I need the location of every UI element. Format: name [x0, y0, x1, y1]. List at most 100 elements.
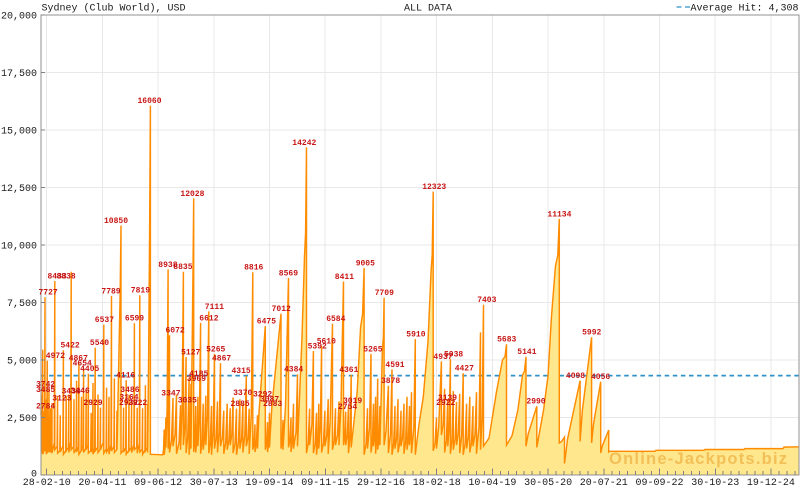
svg-text:5127: 5127 [181, 349, 200, 358]
svg-text:7819: 7819 [131, 287, 150, 296]
svg-text:10850: 10850 [104, 217, 128, 226]
svg-text:4867: 4867 [212, 355, 231, 364]
svg-text:ALL DATA: ALL DATA [404, 4, 452, 15]
svg-text:5422: 5422 [61, 342, 80, 351]
svg-text:6584: 6584 [326, 315, 345, 324]
svg-text:19-12-24: 19-12-24 [747, 478, 795, 489]
svg-text:3485: 3485 [36, 386, 55, 395]
svg-text:Sydney (Club World), USD: Sydney (Club World), USD [42, 3, 186, 15]
svg-text:20-07-21: 20-07-21 [580, 478, 628, 489]
svg-text:2932: 2932 [119, 399, 138, 408]
svg-text:7111: 7111 [205, 303, 224, 312]
svg-text:7403: 7403 [477, 296, 496, 305]
svg-text:6475: 6475 [257, 318, 276, 327]
svg-text:7,500: 7,500 [7, 299, 37, 310]
svg-text:8838: 8838 [57, 272, 76, 281]
svg-text:6537: 6537 [95, 316, 114, 325]
svg-text:3742: 3742 [36, 380, 55, 389]
svg-text:2883: 2883 [263, 400, 282, 409]
svg-text:5038: 5038 [444, 351, 463, 360]
svg-text:2922: 2922 [436, 399, 455, 408]
svg-text:4098: 4098 [566, 372, 585, 381]
svg-text:17,500: 17,500 [1, 69, 37, 80]
svg-text:8411: 8411 [335, 273, 354, 282]
svg-text:8433: 8433 [48, 272, 67, 281]
svg-text:4056: 4056 [591, 373, 610, 382]
svg-text:3087: 3087 [260, 395, 279, 404]
svg-text:3347: 3347 [161, 389, 180, 398]
svg-text:3019: 3019 [343, 397, 362, 406]
svg-text:8816: 8816 [244, 264, 263, 273]
svg-text:16060: 16060 [138, 97, 162, 106]
svg-text:29-12-16: 29-12-16 [357, 478, 405, 489]
svg-text:7709: 7709 [375, 289, 394, 298]
svg-text:3370: 3370 [233, 389, 252, 398]
svg-text:2754: 2754 [338, 403, 357, 412]
svg-text:5992: 5992 [582, 329, 601, 338]
svg-text:8835: 8835 [173, 263, 192, 272]
svg-text:12323: 12323 [422, 183, 446, 192]
svg-text:4315: 4315 [232, 367, 251, 376]
svg-text:3164: 3164 [119, 394, 138, 403]
svg-text:0: 0 [31, 470, 37, 481]
svg-text:4427: 4427 [455, 365, 474, 374]
svg-text:4591: 4591 [385, 361, 404, 370]
svg-text:3139: 3139 [438, 394, 457, 403]
svg-text:5540: 5540 [90, 339, 109, 348]
svg-text:5392: 5392 [308, 342, 327, 351]
svg-text:14242: 14242 [292, 139, 316, 148]
svg-text:20-04-11: 20-04-11 [78, 478, 126, 489]
svg-text:7727: 7727 [39, 289, 58, 298]
svg-text:5910: 5910 [406, 331, 425, 340]
svg-text:09-06-12: 09-06-12 [134, 478, 182, 489]
svg-text:4937: 4937 [433, 353, 452, 362]
svg-text:6599: 6599 [125, 315, 144, 324]
svg-text:19-09-14: 19-09-14 [245, 478, 293, 489]
svg-text:2922: 2922 [128, 399, 147, 408]
svg-text:30-05-20: 30-05-20 [524, 478, 572, 489]
svg-text:8569: 8569 [279, 269, 298, 278]
svg-text:4384: 4384 [284, 366, 303, 375]
svg-text:2929: 2929 [83, 399, 102, 408]
svg-text:3878: 3878 [381, 377, 400, 386]
svg-text:9005: 9005 [356, 259, 375, 268]
svg-text:3486: 3486 [120, 386, 139, 395]
svg-text:3292: 3292 [253, 391, 272, 400]
svg-text:6072: 6072 [166, 327, 185, 336]
svg-text:5265: 5265 [363, 345, 382, 354]
svg-text:30-10-23: 30-10-23 [691, 478, 739, 489]
svg-text:10,000: 10,000 [1, 242, 37, 253]
svg-text:3438: 3438 [62, 387, 81, 396]
svg-text:12028: 12028 [180, 190, 204, 199]
svg-text:30-07-13: 30-07-13 [190, 478, 238, 489]
svg-text:2990: 2990 [526, 398, 545, 407]
svg-text:12,500: 12,500 [1, 184, 37, 195]
svg-text:4405: 4405 [80, 365, 99, 374]
svg-text:5683: 5683 [497, 336, 516, 345]
svg-text:5610: 5610 [317, 337, 336, 346]
svg-text:4654: 4654 [73, 359, 92, 368]
svg-text:2885: 2885 [231, 400, 250, 409]
svg-text:Average Hit: 4,308: Average Hit: 4,308 [690, 3, 798, 15]
svg-text:20,000: 20,000 [1, 12, 37, 23]
svg-text:2784: 2784 [36, 402, 55, 411]
svg-text:3446: 3446 [71, 387, 90, 396]
svg-text:09-09-22: 09-09-22 [635, 478, 683, 489]
svg-text:3035: 3035 [178, 397, 197, 406]
svg-text:5265: 5265 [206, 345, 225, 354]
svg-text:Online-Jackpots.biz: Online-Jackpots.biz [609, 450, 787, 468]
svg-text:09-11-15: 09-11-15 [301, 478, 349, 489]
svg-text:4361: 4361 [339, 366, 358, 375]
svg-text:4185: 4185 [189, 370, 208, 379]
svg-text:5141: 5141 [517, 348, 536, 357]
svg-text:3969: 3969 [187, 375, 206, 384]
svg-text:3123: 3123 [52, 395, 71, 404]
svg-text:28-02-10: 28-02-10 [23, 478, 71, 489]
svg-text:7789: 7789 [101, 287, 120, 296]
svg-text:15,000: 15,000 [1, 127, 37, 138]
svg-text:10-04-19: 10-04-19 [468, 478, 516, 489]
svg-text:6612: 6612 [199, 314, 218, 323]
svg-text:18-02-18: 18-02-18 [413, 478, 461, 489]
svg-text:2,500: 2,500 [7, 414, 37, 425]
svg-text:11134: 11134 [547, 210, 571, 219]
